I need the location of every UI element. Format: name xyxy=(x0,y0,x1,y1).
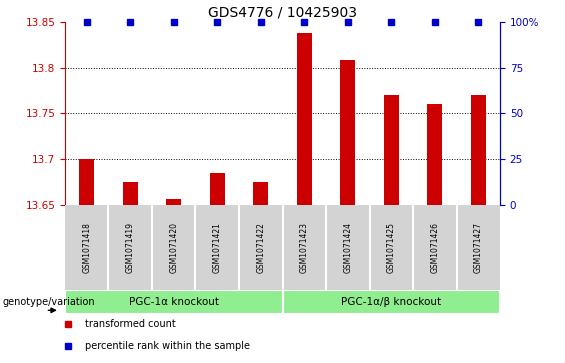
Text: GSM1071418: GSM1071418 xyxy=(82,222,91,273)
Text: GSM1071425: GSM1071425 xyxy=(387,222,396,273)
Bar xyxy=(79,159,94,205)
Bar xyxy=(340,60,355,205)
Title: GDS4776 / 10425903: GDS4776 / 10425903 xyxy=(208,5,357,19)
Text: GSM1071427: GSM1071427 xyxy=(474,222,483,273)
Text: genotype/variation: genotype/variation xyxy=(3,297,95,307)
Text: percentile rank within the sample: percentile rank within the sample xyxy=(85,341,250,351)
Text: transformed count: transformed count xyxy=(85,319,176,329)
Text: GSM1071423: GSM1071423 xyxy=(300,222,308,273)
Bar xyxy=(166,199,181,205)
Bar xyxy=(65,290,282,314)
Text: GSM1071421: GSM1071421 xyxy=(213,222,221,273)
Text: PGC-1α/β knockout: PGC-1α/β knockout xyxy=(341,297,441,307)
Bar xyxy=(471,95,486,205)
Bar xyxy=(210,173,225,205)
Bar xyxy=(282,290,500,314)
Bar xyxy=(384,95,399,205)
Text: GSM1071420: GSM1071420 xyxy=(170,222,178,273)
Text: GSM1071422: GSM1071422 xyxy=(257,222,265,273)
Text: GSM1071419: GSM1071419 xyxy=(126,222,134,273)
Bar xyxy=(427,104,442,205)
Bar xyxy=(297,33,312,205)
Text: GSM1071426: GSM1071426 xyxy=(431,222,439,273)
Bar xyxy=(253,182,268,205)
Text: PGC-1α knockout: PGC-1α knockout xyxy=(129,297,219,307)
Bar xyxy=(123,182,138,205)
Text: GSM1071424: GSM1071424 xyxy=(344,222,352,273)
